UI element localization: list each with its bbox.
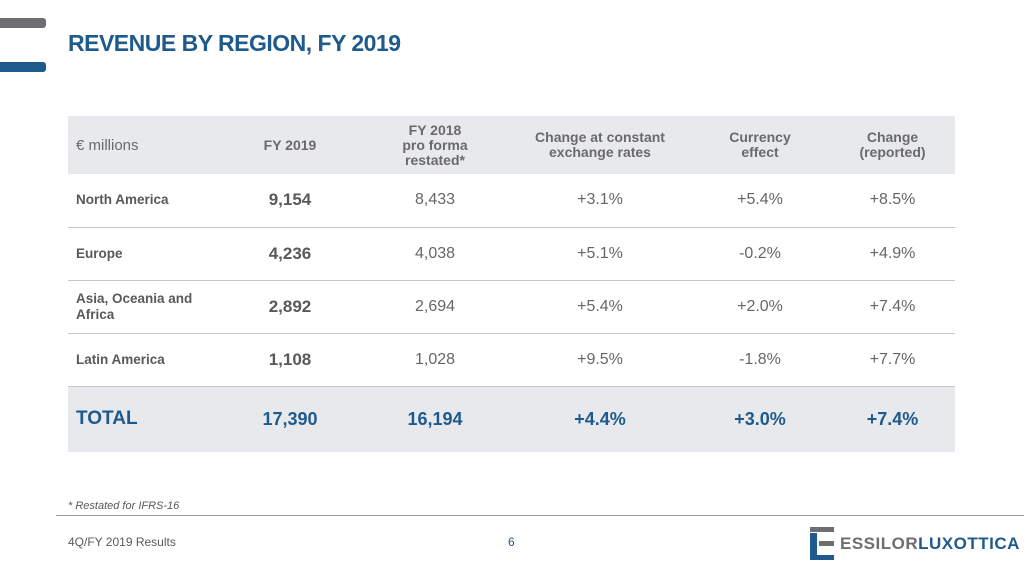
page-number: 6 — [508, 535, 515, 549]
header-units: € millions — [76, 136, 139, 154]
cell-change-reported: +7.4% — [869, 297, 916, 315]
cell-fy2018: 8,433 — [414, 191, 456, 209]
cell-fy2019: 9,154 — [268, 190, 312, 210]
table-row: Latin America 1,108 1,028 +9.5% -1.8% +7.7% — [68, 333, 955, 386]
header-constant-fx: Change at constant exchange rates — [535, 129, 665, 160]
total-change-reported: +7.4% — [866, 408, 919, 429]
cell-currency-effect: -0.2% — [739, 244, 781, 262]
cell-constant-fx: +5.4% — [577, 297, 623, 315]
cell-region: Asia, Oceania and Africa — [76, 290, 193, 322]
logo-text-essilor: ESSILOR — [840, 533, 919, 553]
cell-change-reported: +7.7% — [869, 350, 916, 368]
cell-fy2018: 2,694 — [414, 297, 456, 315]
cell-region: Latin America — [76, 351, 165, 367]
cell-currency-effect: +5.4% — [737, 191, 783, 209]
cell-fy2019: 4,236 — [268, 243, 312, 263]
header-fy2018: FY 2018 pro forma restated* — [402, 121, 468, 168]
header-fy2019: FY 2019 — [263, 136, 317, 153]
cell-change-reported: +4.9% — [869, 244, 916, 262]
cell-constant-fx: +3.1% — [577, 191, 623, 209]
table-row: Asia, Oceania and Africa 2,892 2,694 +5.4% +… — [68, 280, 955, 333]
cell-region: Europe — [76, 245, 123, 261]
cell-fy2018: 1,028 — [414, 350, 456, 368]
cell-fy2019: 1,108 — [268, 349, 312, 369]
cell-constant-fx: +5.1% — [577, 244, 623, 262]
header-change-reported: Change (reported) — [859, 129, 926, 160]
total-fy2018: 16,194 — [407, 408, 463, 429]
total-fy2019: 17,390 — [262, 408, 318, 429]
cell-fy2018: 4,038 — [414, 244, 456, 262]
revenue-table: € millions FY 2019 FY 2018 pro forma resta… — [68, 116, 955, 452]
total-region: TOTAL — [76, 408, 138, 430]
header-currency-effect: Currency effect — [729, 129, 791, 160]
cell-region: North America — [76, 192, 169, 208]
footnote: * Restated for IFRS-16 — [68, 500, 180, 512]
cell-change-reported: +8.5% — [869, 191, 916, 209]
table-row: Europe 4,236 4,038 +5.1% -0.2% +4.9% — [68, 227, 955, 280]
table-row: North America 9,154 8,433 +3.1% +5.4% +8.5% — [68, 174, 955, 227]
slide-title: REVENUE BY REGION, FY 2019 — [68, 30, 401, 56]
logo-text-luxottica: LUXOTTICA — [918, 533, 1020, 553]
total-constant-fx: +4.4% — [574, 408, 626, 429]
decor-bar-blue — [0, 62, 46, 72]
cell-currency-effect: +2.0% — [737, 297, 783, 315]
decor-bar-gray — [0, 18, 46, 28]
table-header-row: € millions FY 2019 FY 2018 pro forma resta… — [68, 116, 955, 174]
cell-fy2019: 2,892 — [268, 296, 312, 316]
logo-e-icon — [810, 527, 834, 560]
footer-text: 4Q/FY 2019 Results — [68, 535, 176, 549]
essilorluxottica-logo: ESSILORLUXOTTICA — [810, 527, 1020, 560]
footer-divider — [56, 515, 1024, 516]
cell-constant-fx: +9.5% — [577, 350, 623, 368]
cell-currency-effect: -1.8% — [739, 350, 781, 368]
total-currency-effect: +3.0% — [734, 408, 786, 429]
total-row: TOTAL 17,390 16,194 +4.4% +3.0% +7.4% — [68, 386, 955, 452]
